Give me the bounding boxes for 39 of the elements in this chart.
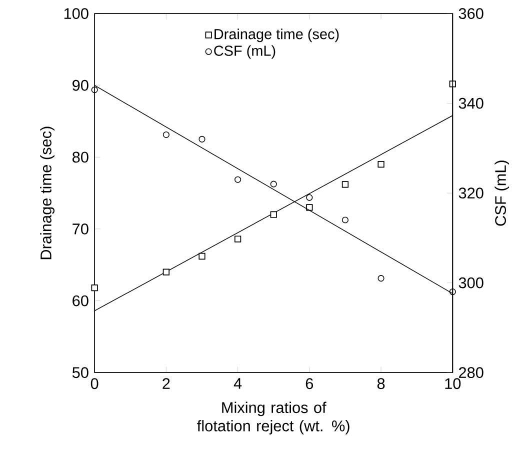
point: [342, 216, 348, 224]
y2-axis-title: CSF (mL): [494, 160, 510, 226]
y2-tick-label: 340: [458, 98, 484, 109]
x-tick-label: 2: [162, 378, 170, 389]
y-tick-label: 80: [72, 152, 88, 162]
y-tick-label: 70: [72, 223, 88, 234]
point: [378, 274, 384, 282]
y2-tick-label: 320: [458, 187, 484, 198]
point: [270, 211, 277, 218]
point: [342, 180, 349, 188]
point: [306, 204, 313, 211]
point: [162, 131, 170, 138]
point: [91, 284, 98, 292]
point: [306, 194, 313, 201]
legend-label: Drainage time (sec): [214, 28, 339, 42]
point: [270, 180, 277, 188]
y-tick-label: 60: [72, 295, 88, 306]
y2-tick-label: 300: [458, 277, 484, 288]
y2-tick-label: 280: [458, 366, 484, 378]
point: [378, 160, 384, 168]
point: [449, 288, 456, 295]
y2-tick-label: 360: [458, 8, 484, 19]
x-tick-label: 0: [90, 378, 98, 389]
y-axis-title: Drainage time (sec): [40, 126, 54, 259]
point: [234, 176, 242, 183]
point: [198, 136, 206, 142]
y-tick-label: 100: [64, 8, 88, 19]
point: [91, 86, 98, 93]
x-axis-title: Mixing ratios of flotation reject (wt. %): [197, 402, 350, 434]
x-tick-label: 6: [306, 378, 314, 389]
point: [162, 268, 170, 276]
x-tick-label: 4: [234, 378, 242, 389]
point: [198, 252, 206, 260]
point: [234, 236, 242, 242]
y-tick-label: 90: [72, 80, 88, 91]
x-tick-label: 10: [445, 378, 461, 389]
y-tick-label: 50: [72, 366, 88, 378]
legend-label: CSF (mL): [214, 45, 276, 59]
x-tick-label: 8: [377, 378, 385, 389]
